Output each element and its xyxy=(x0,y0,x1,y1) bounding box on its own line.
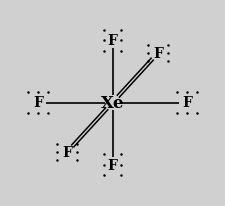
Text: F: F xyxy=(182,96,192,110)
Text: F: F xyxy=(108,158,117,172)
Text: Xe: Xe xyxy=(101,95,124,111)
Text: F: F xyxy=(33,96,43,110)
Text: F: F xyxy=(153,47,163,61)
Text: F: F xyxy=(108,34,117,48)
Text: F: F xyxy=(62,145,72,159)
